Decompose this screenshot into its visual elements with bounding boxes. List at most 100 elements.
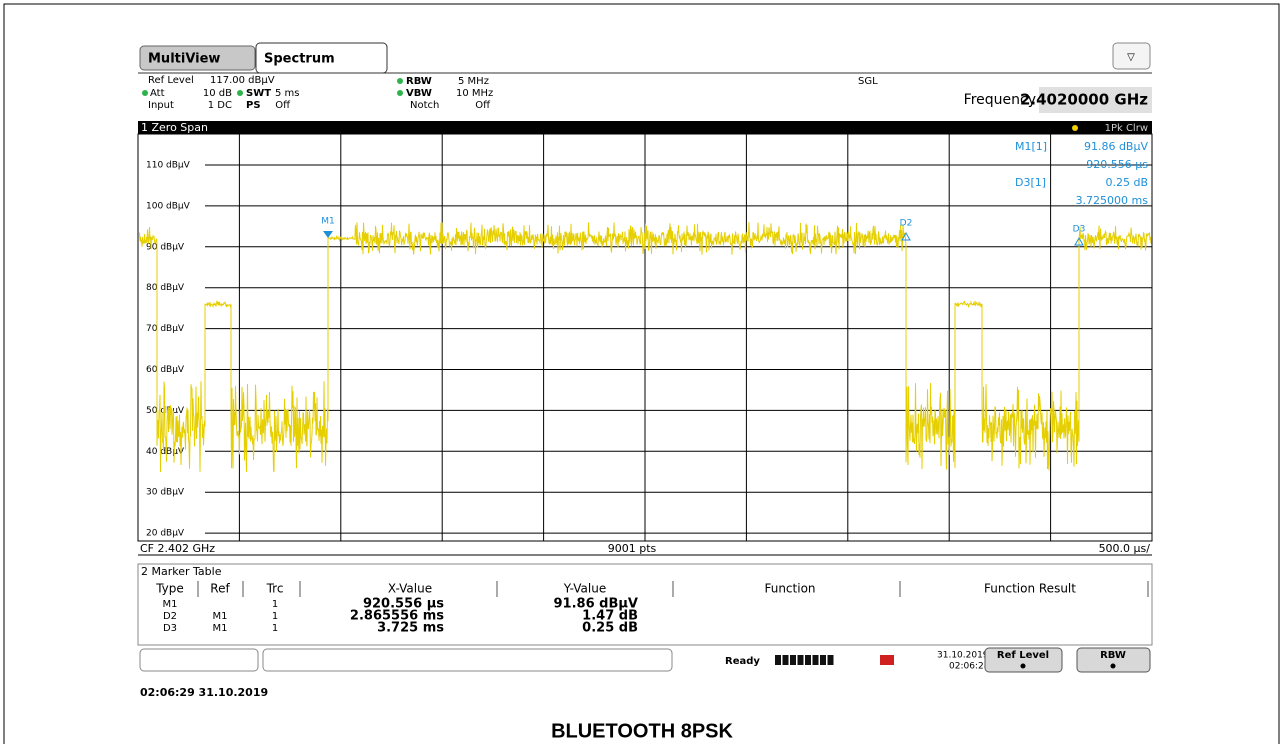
label: VBW <box>406 88 432 99</box>
indicator <box>397 90 403 96</box>
label: PS <box>246 100 261 111</box>
softkey[interactable] <box>984 647 1063 673</box>
cell: 920.556 µs <box>363 597 444 612</box>
tab-label: MultiView <box>148 52 220 67</box>
cell: 1 <box>272 611 278 622</box>
readout-x: 920.556 µs <box>1086 158 1148 171</box>
frequency-box[interactable] <box>1039 87 1152 113</box>
y-label: 70 dBµV <box>146 324 185 334</box>
readout-name: M1[1] <box>1015 140 1047 153</box>
cell: 2.865556 ms <box>350 609 444 624</box>
footer-center: 9001 pts <box>608 542 657 555</box>
readout-x: 3.725000 ms <box>1076 194 1149 207</box>
value: 1 DC <box>208 100 232 111</box>
marker <box>1074 236 1084 246</box>
y-label: 80 dBµV <box>146 283 185 293</box>
dropdown-button[interactable] <box>1112 42 1151 70</box>
softkey-dot <box>1110 663 1116 669</box>
column-header: Trc <box>266 582 284 596</box>
cell: 1 <box>272 623 278 634</box>
label: Notch <box>410 100 439 111</box>
cell: 1.47 dB <box>582 609 638 624</box>
y-label: 40 dBµV <box>146 447 185 457</box>
softkey[interactable] <box>1076 647 1151 673</box>
time: 02:06:28 <box>949 662 990 672</box>
trace-indicator <box>1072 125 1078 131</box>
label: Att <box>150 88 165 99</box>
column-header: Function <box>764 582 815 596</box>
readout-value: 0.25 dB <box>1105 176 1148 189</box>
tab-multiview[interactable] <box>139 45 256 71</box>
progress-block <box>782 655 789 665</box>
footer-left: CF 2.402 GHz <box>140 542 215 555</box>
marker <box>323 231 333 238</box>
softkey-dot <box>1020 663 1026 669</box>
table-body: Type Ref Trc X-Value Y-Value Function Function… <box>155 581 1149 636</box>
y-label: 50 dBµV <box>146 406 185 416</box>
progress-block <box>775 655 781 665</box>
progress-block <box>820 655 826 665</box>
cell: M1 <box>163 599 178 610</box>
marker-label: M1 <box>321 217 335 227</box>
progress-block <box>805 655 811 665</box>
cell: M1 <box>213 623 228 634</box>
window-title: 1 Zero Span <box>141 121 208 134</box>
label: Frequency <box>964 92 1036 108</box>
indicator <box>397 78 403 84</box>
column-header: Y-Value <box>563 582 607 596</box>
cell: 1 <box>272 599 278 610</box>
y-label: 30 dBµV <box>146 488 185 498</box>
value: 2.4020000 GHz <box>1020 91 1148 109</box>
readout-name: D3[1] <box>1015 176 1046 189</box>
label: RBW <box>406 76 432 87</box>
value: 117.00 dBµV <box>210 75 275 86</box>
trace <box>138 222 1152 473</box>
marker-table <box>137 563 1153 646</box>
cell: 0.25 dB <box>582 621 638 636</box>
value: Off <box>275 100 291 111</box>
dropdown-icon: ▽ <box>1127 52 1135 63</box>
cell: 3.725 ms <box>377 621 444 636</box>
marker-label: D2 <box>900 219 913 229</box>
caption: BLUETOOTH 8PSK <box>551 720 733 742</box>
frame <box>3 3 1280 744</box>
softkey-label: RBW <box>1100 650 1126 661</box>
column-header: X-Value <box>388 582 432 596</box>
label: Ref Level <box>148 75 194 86</box>
status: Ready <box>725 656 760 667</box>
cell: D2 <box>163 611 177 622</box>
value: 5 MHz <box>458 76 489 87</box>
table-title: 2 Marker Table <box>141 565 222 578</box>
y-label: 100 dBµV <box>146 201 191 211</box>
softkey-label: Ref Level <box>997 650 1049 661</box>
progress-block <box>797 655 804 665</box>
date: 31.10.2019 <box>937 651 989 661</box>
value: 10 dB <box>203 88 232 99</box>
tab-label: Spectrum <box>264 52 335 67</box>
y-label: 20 dBµV <box>146 529 185 539</box>
y-label: 110 dBµV <box>146 161 191 171</box>
input-box[interactable] <box>139 648 259 672</box>
status-icon <box>880 655 894 665</box>
label: Input <box>148 100 174 111</box>
progress-block <box>812 655 819 665</box>
marker <box>901 231 911 241</box>
progress-block <box>827 655 834 665</box>
window-titlebar <box>138 121 1152 134</box>
value: 5 ms <box>275 88 300 99</box>
y-label: 60 dBµV <box>146 365 185 375</box>
y-labels: 110 dBµV 100 dBµV 90 dBµV 80 dBµV 70 dBµV 60 … <box>146 161 191 539</box>
marker-label: D3 <box>1073 225 1086 235</box>
indicator <box>237 90 243 96</box>
cell: D3 <box>163 623 177 634</box>
value: 10 MHz <box>456 88 493 99</box>
mode: SGL <box>858 76 878 87</box>
input-box[interactable] <box>262 648 673 672</box>
grid <box>205 134 1152 541</box>
label: SWT <box>246 88 271 99</box>
progress-block <box>790 655 796 665</box>
value: Off <box>475 100 491 111</box>
cell: M1 <box>213 611 228 622</box>
indicator <box>142 90 148 96</box>
